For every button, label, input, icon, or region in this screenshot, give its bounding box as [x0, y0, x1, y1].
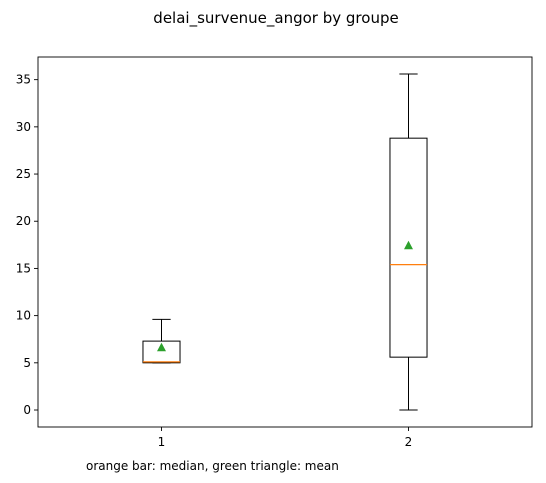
box-iqr: [142, 340, 181, 364]
x-tick-label: 2: [405, 435, 413, 449]
y-tick-label: 15: [16, 261, 31, 275]
y-tick-label: 35: [16, 73, 31, 87]
plot-area: 0 5 10 15 20 25 30 35 1 2: [16, 73, 428, 449]
mean-marker: [157, 342, 166, 352]
y-tick-label: 20: [16, 214, 31, 228]
mean-marker: [404, 240, 413, 250]
chart-note: orange bar: median, green triangle: mean: [86, 459, 339, 473]
box-iqr: [389, 137, 428, 358]
y-tick-label: 0: [23, 403, 31, 417]
y-tick-label: 5: [23, 356, 31, 370]
y-tick-label: 30: [16, 120, 31, 134]
chart-title: delai_survenue_angor by groupe: [153, 9, 398, 28]
plot-frame: [37, 56, 533, 428]
y-tick-label: 10: [16, 309, 31, 323]
x-tick-label: 1: [158, 435, 166, 449]
y-tick-label: 25: [16, 167, 31, 181]
